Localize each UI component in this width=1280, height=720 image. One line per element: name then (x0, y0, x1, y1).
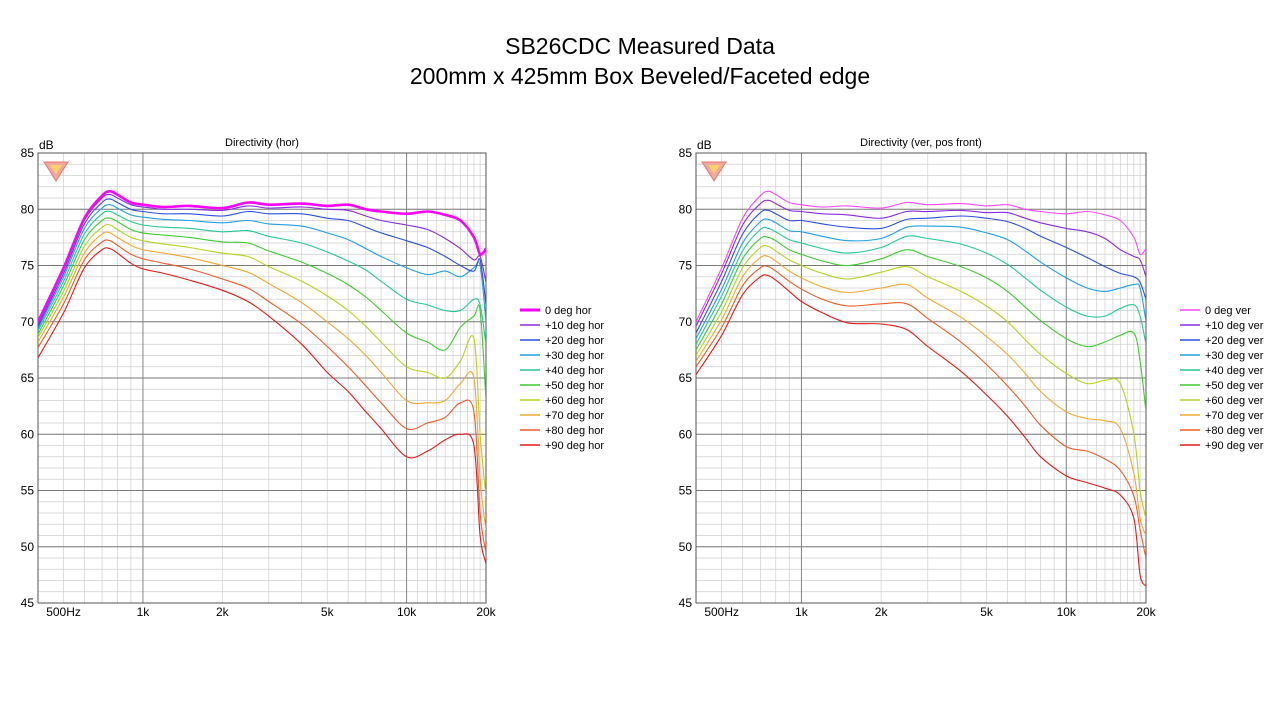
brand-logo (701, 161, 727, 182)
y-tick-label: 65 (21, 371, 35, 385)
y-axis-label: dB (39, 138, 54, 152)
legend-label: +80 deg hor (545, 425, 604, 437)
y-tick-label: 60 (679, 427, 693, 441)
legend-label: +60 deg ver (1205, 395, 1264, 407)
x-tick-label: 1k (795, 605, 809, 619)
y-tick-label: 80 (21, 202, 35, 216)
plot-frame (37, 152, 487, 604)
y-tick-label: 75 (21, 259, 35, 273)
chart-title: Directivity (hor) (225, 137, 299, 149)
y-tick-label: 80 (679, 202, 693, 216)
slide-title-line-1: SB26CDC Measured Data (505, 33, 775, 59)
x-tick-label: 1k (137, 605, 151, 619)
x-tick-label: 10k (397, 605, 417, 619)
y-tick-label: 60 (21, 427, 35, 441)
y-tick-label: 55 (679, 484, 693, 498)
legend-label: +30 deg hor (545, 350, 604, 362)
logo-inner (50, 165, 62, 174)
legend-label: +70 deg hor (545, 410, 604, 422)
legend-label: +60 deg hor (545, 395, 604, 407)
logo-inner (708, 165, 720, 174)
series-group (38, 189, 486, 564)
x-tick-label: 2k (875, 605, 889, 619)
x-tick-label: 2k (216, 605, 230, 619)
legend-label: +90 deg hor (545, 440, 604, 452)
series-group (696, 190, 1146, 587)
legend-label: +20 deg ver (1205, 335, 1264, 347)
legend-label: +10 deg hor (545, 320, 604, 332)
legend-label: +40 deg hor (545, 365, 604, 377)
y-tick-label: 50 (679, 540, 693, 554)
x-tick-label: 500Hz (46, 605, 81, 619)
legend-label: +40 deg ver (1205, 365, 1264, 377)
y-tick-label: 70 (21, 315, 35, 329)
legend-label: +30 deg ver (1205, 350, 1264, 362)
legend-label: 0 deg hor (545, 305, 592, 317)
brand-logo (43, 161, 69, 182)
legend: 0 deg hor +10 deg hor +20 deg hor +30 deg h… (520, 305, 604, 452)
chart-title: Directivity (ver, pos front) (860, 137, 982, 149)
x-tick-label: 500Hz (704, 605, 739, 619)
y-tick-label: 75 (679, 259, 693, 273)
y-tick-label: 65 (679, 371, 693, 385)
y-tick-label: 45 (21, 596, 35, 610)
plot-frame (695, 152, 1147, 604)
x-tick-label: 20k (1136, 605, 1156, 619)
legend-label: 0 deg ver (1205, 305, 1251, 317)
x-tick-label: 5k (321, 605, 335, 619)
y-tick-label: 85 (21, 146, 35, 160)
legend-label: +70 deg ver (1205, 410, 1264, 422)
legend-label: +90 deg ver (1205, 440, 1264, 452)
y-axis-label: dB (697, 138, 712, 152)
legend: 0 deg ver +10 deg ver +20 deg ver +30 deg v… (1180, 305, 1264, 452)
y-tick-label: 55 (21, 484, 35, 498)
legend-label: +80 deg ver (1205, 425, 1264, 437)
y-tick-label: 85 (679, 146, 693, 160)
y-tick-label: 50 (21, 540, 35, 554)
legend-label: +20 deg hor (545, 335, 604, 347)
legend-label: +10 deg ver (1205, 320, 1264, 332)
slide-title-line-2: 200mm x 425mm Box Beveled/Faceted edge (409, 63, 871, 89)
x-tick-label: 10k (1057, 605, 1077, 619)
y-tick-label: 45 (679, 596, 693, 610)
y-tick-label: 70 (679, 315, 693, 329)
legend-label: +50 deg ver (1205, 380, 1264, 392)
grid (695, 152, 1147, 604)
x-tick-label: 20k (476, 605, 496, 619)
legend-label: +50 deg hor (545, 380, 604, 392)
x-tick-label: 5k (980, 605, 994, 619)
